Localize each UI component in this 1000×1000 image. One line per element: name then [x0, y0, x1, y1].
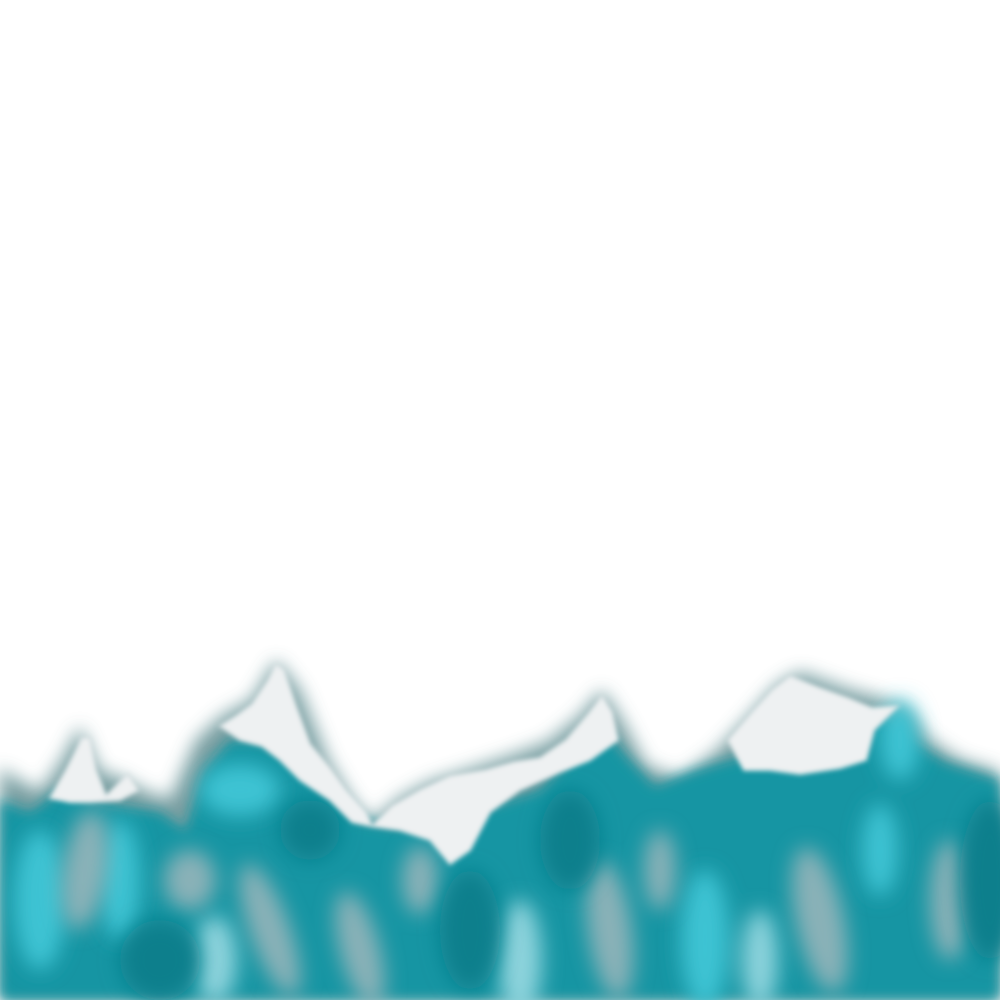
streak-5: [402, 846, 438, 914]
mountain-streaks: [61, 810, 970, 1000]
streak-2: [164, 850, 216, 910]
highlight-7: [862, 804, 898, 896]
highlight-2: [100, 820, 140, 940]
snow-caps: [48, 662, 901, 866]
streak-3: [239, 863, 301, 997]
highlight-4: [200, 764, 280, 816]
streak-1: [61, 810, 109, 930]
streak-9: [930, 840, 970, 960]
streak-6: [586, 860, 634, 1000]
streak-4: [335, 891, 385, 1000]
dark-5: [280, 800, 340, 860]
highlight-3: [193, 916, 237, 1000]
snow-peak-right: [726, 674, 901, 776]
streak-7: [644, 830, 676, 910]
streak-8: [791, 847, 849, 993]
dark-2: [440, 870, 500, 990]
dark-3: [540, 790, 600, 890]
mountain-dark-accents: [120, 790, 1000, 1000]
highlight-9: [498, 900, 542, 1000]
highlight-1: [14, 830, 66, 970]
highlight-8: [880, 700, 920, 780]
mountain-highlights: [14, 700, 920, 1000]
snow-peak-tall: [218, 662, 374, 828]
highlight-6: [742, 910, 778, 1000]
dark-1: [120, 920, 200, 1000]
snow-ridge-middle: [369, 694, 620, 866]
snow-peak-left: [48, 737, 140, 803]
highlight-5: [681, 870, 729, 1000]
dark-4: [960, 800, 1000, 960]
